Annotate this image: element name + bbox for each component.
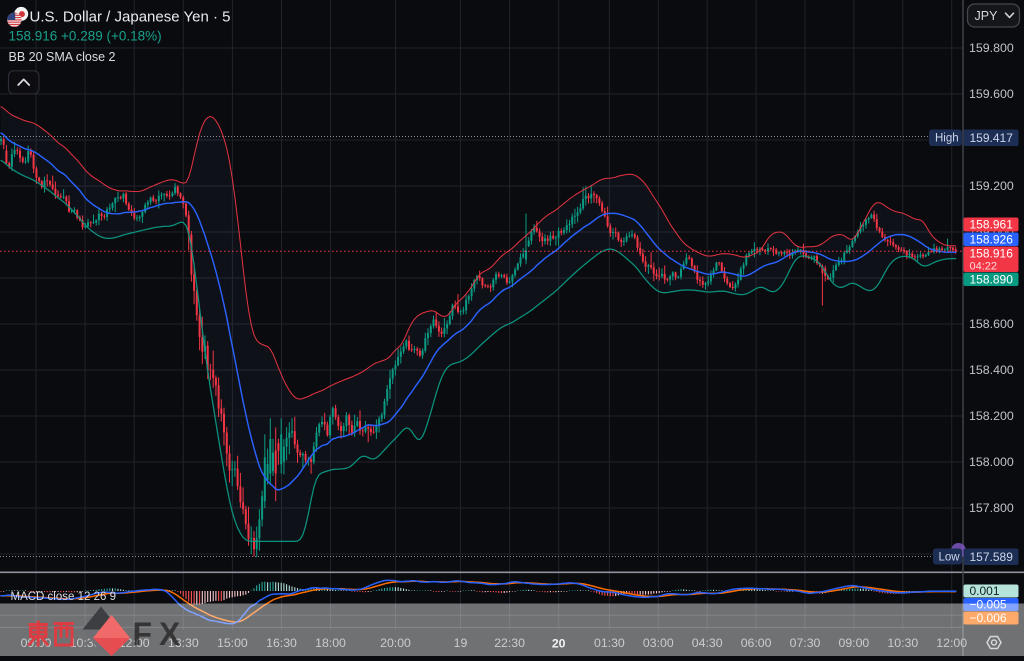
svg-text:19: 19 [454,636,468,650]
svg-text:158.890: 158.890 [970,272,1014,286]
svg-text:−0.005: −0.005 [970,598,1007,612]
svg-text:18:00: 18:00 [315,636,346,650]
svg-text:FX: FX [133,616,188,652]
svg-text:22:30: 22:30 [494,636,525,650]
svg-text:159.200: 159.200 [969,179,1014,193]
svg-text:0.001: 0.001 [970,584,1000,598]
svg-text:158.600: 158.600 [969,317,1014,331]
svg-text:15:00: 15:00 [217,636,248,650]
svg-text:01:30: 01:30 [594,636,625,650]
svg-text:20: 20 [552,637,566,651]
svg-text:High: High [935,133,959,145]
svg-text:158.400: 158.400 [969,363,1014,377]
svg-text:13:30: 13:30 [168,636,199,650]
svg-text:158.916 +0.289 (+0.18%): 158.916 +0.289 (+0.18%) [9,29,162,44]
svg-text:MACD close 12 26 9: MACD close 12 26 9 [11,591,116,603]
svg-text:U.S. Dollar / Japanese Yen · 5: U.S. Dollar / Japanese Yen · 5 [30,9,231,26]
svg-text:Low: Low [939,552,961,564]
svg-text:158.961: 158.961 [970,218,1014,232]
svg-text:158.926: 158.926 [970,232,1014,246]
svg-text:16:30: 16:30 [266,636,297,650]
svg-text:157.589: 157.589 [970,550,1014,564]
svg-text:158.916: 158.916 [970,247,1014,261]
svg-text:10:30: 10:30 [887,636,918,650]
svg-text:06:00: 06:00 [741,636,772,650]
svg-text:04:22: 04:22 [970,261,998,273]
svg-text:158.200: 158.200 [969,409,1014,423]
svg-text:JPY: JPY [975,9,999,23]
svg-text:157.800: 157.800 [969,501,1014,515]
svg-text:09:00: 09:00 [839,636,870,650]
svg-text:20:00: 20:00 [380,636,411,650]
svg-text:159.600: 159.600 [969,87,1014,101]
svg-text:159.417: 159.417 [970,131,1014,145]
svg-text:04:30: 04:30 [692,636,723,650]
svg-text:12:00: 12:00 [936,636,967,650]
svg-text:159.800: 159.800 [969,41,1014,55]
svg-text:−0.006: −0.006 [970,611,1007,625]
svg-text:03:00: 03:00 [643,636,674,650]
svg-text:07:30: 07:30 [790,636,821,650]
svg-text:BB 20 SMA close 2: BB 20 SMA close 2 [9,50,116,64]
svg-text:158.000: 158.000 [969,455,1014,469]
